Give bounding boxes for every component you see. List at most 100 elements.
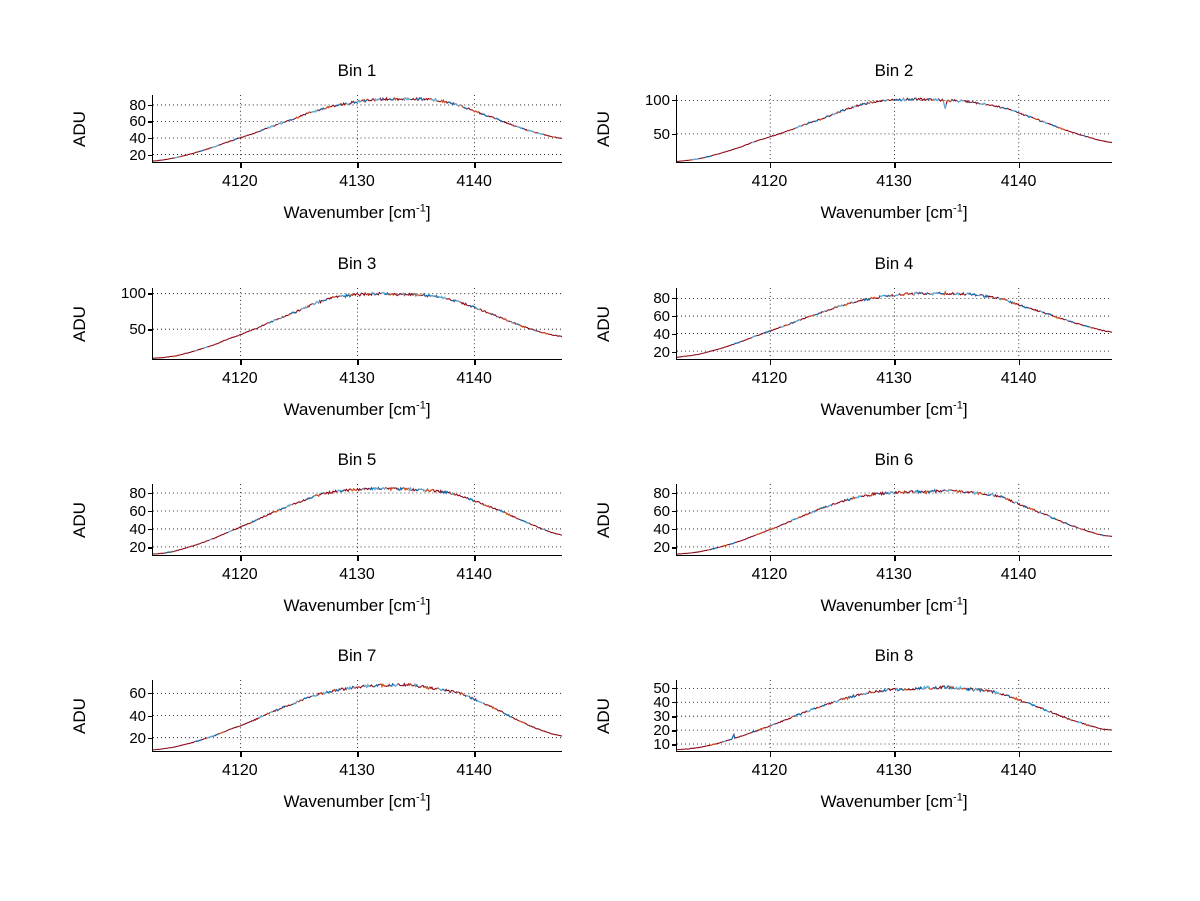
x-axis-label-exponent: -1: [953, 202, 963, 215]
plot-area: [148, 484, 562, 561]
data-trace: [677, 488, 1112, 555]
y-tick-label: 20: [653, 722, 670, 740]
y-tick-mark: [672, 510, 677, 513]
data-trace: [677, 97, 1112, 162]
x-axis-label: Wavenumber [cm-1]: [676, 400, 1112, 420]
x-axis-label-exponent: -1: [953, 791, 963, 804]
x-axis-label: Wavenumber [cm-1]: [152, 596, 562, 616]
x-tick-mark: [357, 360, 359, 365]
x-tick-label: 4140: [1000, 566, 1037, 583]
x-tick-label: 4130: [876, 762, 912, 779]
y-tick-label: 40: [653, 325, 670, 343]
y-axis-label: ADU: [70, 502, 89, 538]
x-tick-label: 4120: [751, 762, 788, 779]
y-tick-mark: [672, 315, 677, 318]
y-tick-label: 60: [129, 685, 146, 702]
subplot-title: Bin 5: [337, 450, 377, 469]
y-tick-mark: [148, 693, 153, 695]
x-axis-label-bracket: ]: [425, 400, 431, 419]
y-tick-label: 40: [653, 694, 670, 712]
y-tick-label: 40: [653, 521, 670, 539]
subplot-bin-7: Bin 7 20 40 60 ADU 4120 4130 4140 Wavenumber [cm…: [32, 640, 592, 842]
y-tick-label: 20: [653, 539, 670, 557]
x-axis-label-exponent: -1: [416, 791, 426, 804]
plot-area: [148, 680, 562, 757]
grid-lines: [677, 288, 1112, 359]
y-tick-label: 20: [129, 146, 146, 164]
subplot-bin-1: Bin 1 20 40 60 80 ADU 4120 4130 4140 Wavenumber […: [32, 55, 592, 253]
x-axis-label-bracket: ]: [962, 792, 968, 811]
x-tick-label: 4120: [222, 762, 258, 779]
x-tick-label: 4120: [222, 370, 258, 387]
y-tick-label: 50: [653, 679, 670, 697]
x-axis-label-bracket: ]: [962, 203, 968, 222]
y-axis-label: ADU: [594, 111, 613, 147]
x-axis-label-exponent: -1: [416, 595, 426, 608]
x-tick-label: 4130: [339, 762, 375, 779]
x-tick-mark: [894, 163, 896, 168]
y-tick-label: 40: [129, 130, 146, 148]
x-axis-label: Wavenumber [cm-1]: [676, 792, 1112, 812]
x-tick-label: 4120: [751, 566, 788, 583]
y-tick-mark: [672, 298, 677, 300]
y-tick-label: 20: [129, 539, 146, 557]
subplot-bin-4: Bin 4 20 40 60 80 ADU 4120 4130 4140 Wavenumber […: [556, 248, 1142, 450]
x-tick-mark: [1018, 556, 1021, 561]
y-tick-mark: [672, 351, 677, 353]
y-tick-label: 80: [129, 96, 146, 114]
grid-lines: [153, 288, 562, 359]
grid-lines: [153, 680, 562, 751]
y-tick-mark: [148, 492, 153, 494]
x-axis-label-exponent: -1: [416, 399, 426, 412]
y-tick-label: 20: [129, 730, 146, 747]
y-tick-label: 60: [653, 502, 670, 520]
x-axis-label: Wavenumber [cm-1]: [152, 400, 562, 420]
x-axis-label-exponent: -1: [953, 399, 963, 412]
data-trace: [153, 96, 562, 162]
y-tick-mark: [672, 529, 677, 531]
subplot-title: Bin 4: [874, 254, 914, 273]
x-tick-label: 4120: [751, 173, 788, 190]
x-tick-label: 4120: [222, 173, 258, 190]
subplot-bin-6: Bin 6 20 40 60 80 ADU 4120 4130 4140 Wavenumber […: [556, 444, 1142, 646]
y-tick-label: 40: [129, 521, 146, 539]
x-tick-label: 4140: [456, 370, 492, 387]
subplot-title: Bin 8: [874, 646, 914, 665]
x-tick-label: 4130: [876, 173, 912, 190]
x-tick-mark: [1018, 360, 1021, 365]
plot-svg: [677, 680, 1112, 751]
y-tick-label: 50: [653, 125, 670, 143]
x-tick-mark: [894, 752, 896, 757]
data-trace: [677, 684, 1112, 751]
x-axis-label-bracket: ]: [962, 400, 968, 419]
x-tick-mark: [240, 360, 242, 365]
grid-lines: [677, 680, 1112, 751]
x-axis-label-bracket: ]: [425, 596, 431, 615]
y-tick-label: 60: [129, 502, 146, 520]
subplot-bin-5: Bin 5 20 40 60 80 ADU 4120 4130 4140 Wavenumber […: [32, 444, 592, 646]
y-tick-mark: [148, 138, 153, 140]
x-tick-label: 4130: [339, 173, 375, 190]
y-tick-mark: [148, 121, 153, 123]
y-tick-mark: [148, 738, 153, 740]
subplot-bin-8: Bin 8 10 20 30 40 50 ADU 4120 4130 4140 Wavenumber…: [556, 640, 1142, 842]
y-tick-mark: [148, 715, 153, 717]
y-tick-mark: [148, 154, 153, 157]
x-axis-label-text: Wavenumber [cm: [820, 596, 954, 615]
x-tick-mark: [1018, 163, 1021, 168]
plot-svg: [153, 288, 562, 359]
x-axis-label-bracket: ]: [425, 792, 431, 811]
x-tick-mark: [894, 556, 896, 561]
x-tick-mark: [474, 163, 476, 168]
x-tick-mark: [357, 163, 359, 168]
y-axis-label: ADU: [70, 111, 89, 147]
y-tick-label: 60: [129, 113, 146, 131]
y-tick-label: 80: [653, 484, 670, 502]
x-tick-mark: [1018, 752, 1021, 757]
x-axis-label-exponent: -1: [416, 202, 426, 215]
plot-svg: [677, 484, 1112, 555]
y-tick-mark: [672, 99, 677, 102]
y-axis-label: ADU: [594, 502, 613, 538]
x-tick-label: 4140: [1000, 173, 1037, 190]
